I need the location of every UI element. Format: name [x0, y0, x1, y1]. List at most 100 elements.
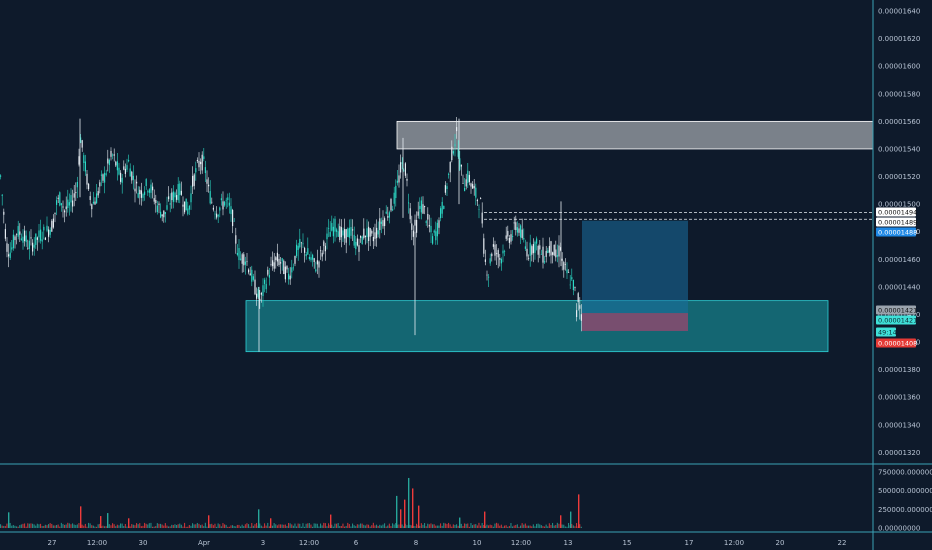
candle-body: [116, 161, 118, 171]
volume-bar: [369, 526, 371, 528]
candle-body: [1, 194, 3, 196]
volume-bar: [150, 522, 152, 528]
candle-body: [552, 252, 554, 255]
price-badge-text: 0.00001494: [878, 208, 917, 216]
volume-bar: [411, 525, 413, 528]
candle-body: [515, 222, 517, 231]
candle-body: [457, 149, 459, 157]
candle-body: [371, 230, 373, 234]
volume-bar: [3, 525, 5, 528]
candle-body: [396, 180, 398, 183]
volume-bar: [169, 526, 171, 528]
volume-bar: [444, 523, 446, 528]
volume-bar: [209, 524, 211, 528]
volume-bar: [518, 526, 520, 528]
volume-axis-labels: 750000.00000000 500000.00000000 250000.000…: [878, 469, 932, 533]
volume-bar: [486, 524, 488, 528]
volume-bar: [476, 525, 478, 528]
candle-body: [513, 222, 515, 224]
volume-bar: [576, 523, 578, 528]
volume-bar: [232, 525, 234, 528]
candle-body: [408, 202, 410, 204]
volume-bar: [56, 524, 58, 528]
candle-body: [553, 244, 555, 256]
volume-bar: [563, 524, 565, 528]
candle-body: [248, 269, 250, 273]
volume-bar: [251, 523, 253, 528]
candle-body: [321, 252, 323, 257]
candle-body: [393, 192, 395, 204]
volume-bar: [134, 525, 136, 528]
volume-bar: [168, 526, 170, 528]
candle-body: [384, 218, 386, 227]
volume-bar: [473, 524, 475, 528]
volume-bar: [14, 525, 16, 528]
volume-bar: [398, 524, 400, 528]
price-tick-label: 0.00001600: [878, 63, 920, 71]
candle-body: [196, 159, 198, 162]
candle-body: [529, 242, 531, 256]
candle-body: [390, 199, 392, 211]
volume-bar: [140, 526, 142, 528]
volume-bar: [57, 524, 59, 528]
volume-bar: [204, 522, 206, 528]
volume-bar: [440, 523, 442, 528]
volume-bar: [420, 523, 422, 528]
volume-bar: [129, 526, 131, 528]
candle-body: [392, 209, 394, 211]
candle-body: [502, 250, 504, 254]
candle-body: [377, 230, 379, 235]
candle-body: [572, 280, 574, 291]
candle-body: [476, 199, 478, 202]
candle-body: [140, 190, 142, 198]
volume-bar: [334, 523, 336, 528]
volume-bar: [496, 522, 498, 528]
volume-bar: [52, 525, 54, 528]
volume-bar: [475, 524, 477, 528]
candle-body: [264, 279, 266, 284]
volume-bar: [321, 525, 323, 528]
candle-body: [11, 247, 13, 250]
candle-body: [257, 288, 259, 297]
candle-body: [150, 184, 152, 193]
candle-body: [262, 285, 264, 297]
volume-bar: [403, 526, 405, 528]
volume-bar: [310, 524, 312, 528]
volume-bar: [144, 522, 146, 528]
volume-bar: [96, 526, 98, 528]
time-tick-label: 12:00: [511, 539, 531, 547]
candle-body: [412, 230, 414, 237]
volume-bar: [73, 524, 75, 528]
volume-bar: [156, 523, 158, 528]
volume-bar: [516, 524, 518, 528]
candle-body: [358, 245, 360, 252]
candle-body: [491, 253, 493, 257]
volume-bar: [36, 523, 38, 528]
volume-bar: [264, 523, 266, 528]
candle-body: [139, 189, 141, 195]
volume-bar: [76, 524, 78, 528]
price-badge: [876, 207, 916, 217]
volume-bar: [504, 525, 506, 528]
candle-body: [240, 258, 242, 260]
candle-body: [420, 200, 422, 213]
candle-body: [387, 216, 389, 218]
candle-body: [579, 305, 581, 309]
volume-bar: [513, 525, 515, 528]
candle-body: [40, 229, 42, 241]
candle-body: [83, 155, 85, 164]
time-tick-label: 12:00: [299, 539, 319, 547]
volume-bar: [409, 524, 411, 528]
volume-bar: [131, 524, 133, 528]
volume-bar: [568, 522, 570, 528]
volume-bar: [278, 524, 280, 528]
volume-bar: [62, 524, 64, 528]
volume-bar: [78, 523, 80, 528]
candle-body: [280, 262, 282, 264]
candle-body: [43, 226, 45, 231]
candle-body: [292, 267, 294, 269]
time-tick-label: 8: [414, 539, 418, 547]
volume-bar: [121, 523, 123, 528]
volume-bar: [521, 523, 523, 528]
